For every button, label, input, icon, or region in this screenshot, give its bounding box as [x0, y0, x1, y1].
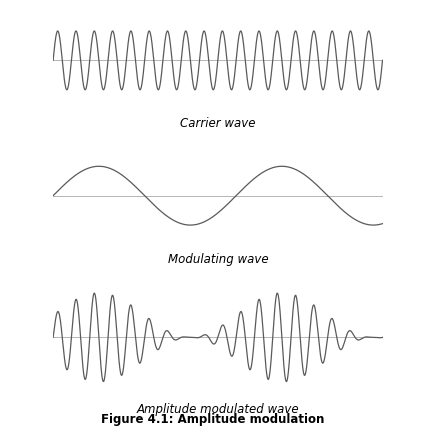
Text: Figure 4.1: Amplitude modulation: Figure 4.1: Amplitude modulation: [101, 413, 324, 426]
Text: Amplitude modulated wave: Amplitude modulated wave: [136, 403, 299, 416]
Text: Modulating wave: Modulating wave: [167, 253, 268, 266]
Text: Carrier wave: Carrier wave: [180, 117, 255, 131]
